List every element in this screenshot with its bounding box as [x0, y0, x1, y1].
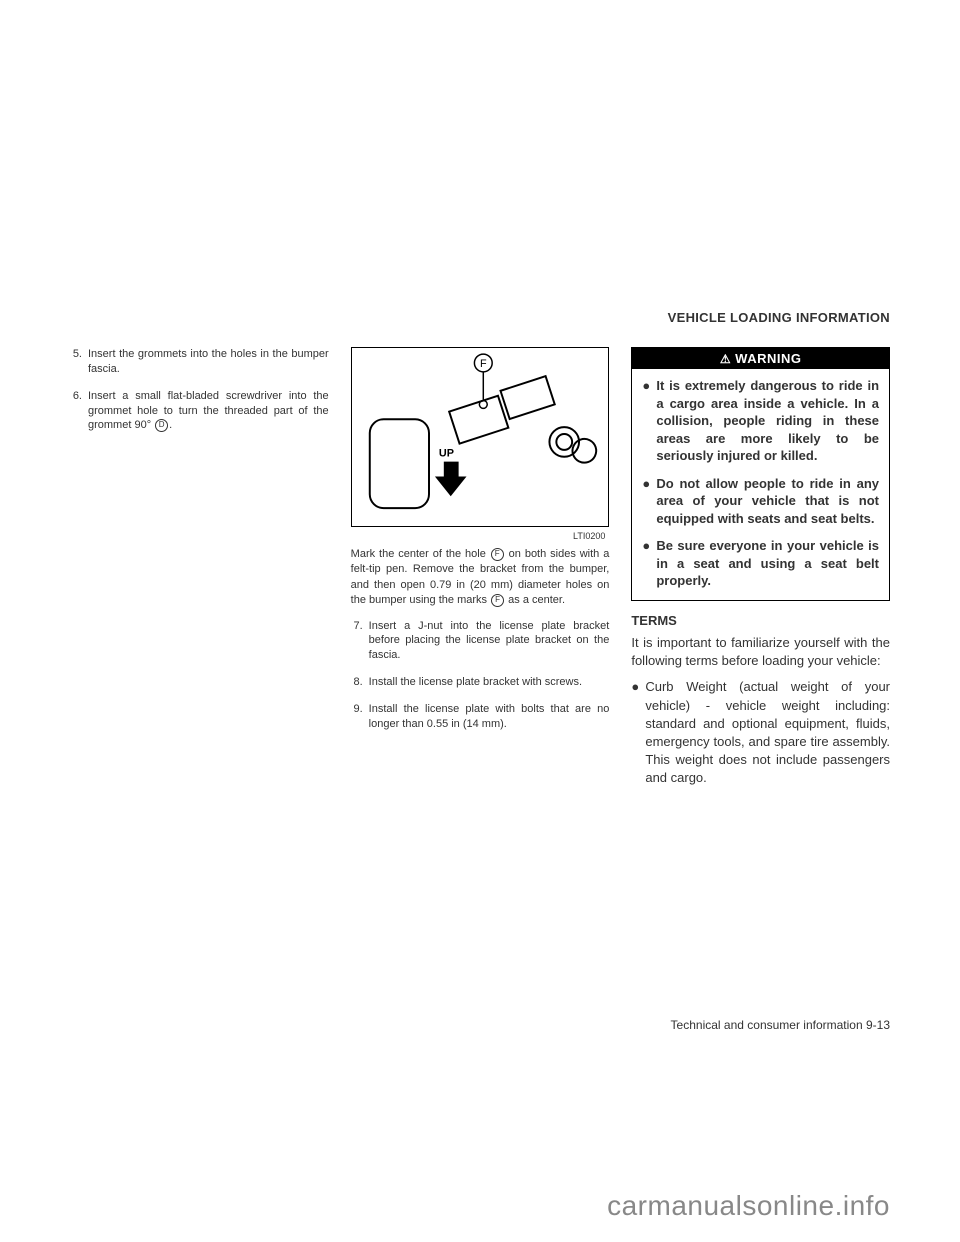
step-9: 9. Install the license plate with bolts …: [351, 702, 610, 732]
step-text: Install the license plate with bolts tha…: [369, 702, 610, 732]
figure-svg: F UP: [352, 348, 609, 526]
bracket-figure: F UP: [351, 347, 610, 527]
warning-icon: ⚠: [720, 352, 731, 366]
ref-circle-d: D: [155, 419, 168, 432]
step-number: 9.: [351, 702, 369, 732]
step-number: 6.: [70, 389, 88, 434]
column-3: ⚠WARNING ●It is extremely dangerous to r…: [631, 347, 890, 796]
bullet-icon: ●: [642, 537, 656, 590]
caption-post: as a center.: [508, 594, 565, 606]
terms-heading: TERMS: [631, 613, 890, 628]
section-header: VEHICLE LOADING INFORMATION: [70, 310, 890, 325]
step-text: Insert a J-nut into the license plate br…: [369, 619, 610, 664]
bullet-icon: ●: [631, 678, 645, 787]
figure-caption: Mark the center of the hole F on both si…: [351, 547, 610, 609]
content-columns: 5. Insert the grommets into the holes in…: [70, 347, 890, 796]
warning-header: ⚠ WARNING: [632, 348, 889, 369]
step-6: 6. Insert a small flat-bladed screwdrive…: [70, 389, 329, 434]
step-text: Install the license plate bracket with s…: [369, 675, 610, 690]
ref-circle-f: F: [491, 594, 504, 607]
step-7: 7. Insert a J-nut into the license plate…: [351, 619, 610, 664]
step-8: 8. Install the license plate bracket wit…: [351, 675, 610, 690]
terms-list: ●Curb Weight (actual weight of your vehi…: [631, 678, 890, 787]
column-2: F UP LTI0200 Mark the center of the hole…: [351, 347, 610, 796]
warning-label: WARNING: [735, 351, 801, 366]
step-number: 7.: [351, 619, 369, 664]
caption-pre: Mark the center of the hole: [351, 548, 486, 560]
terms-item: ●Curb Weight (actual weight of your vehi…: [631, 678, 890, 787]
step-text: Insert the grommets into the holes in th…: [88, 347, 329, 377]
warning-box: ⚠WARNING ●It is extremely dangerous to r…: [631, 347, 890, 601]
up-label: UP: [439, 448, 454, 460]
watermark: carmanualsonline.info: [607, 1190, 890, 1222]
terms-intro: It is important to familiarize yourself …: [631, 634, 890, 670]
terms-text: Curb Weight (actual weight of your vehic…: [645, 678, 890, 787]
column-1: 5. Insert the grommets into the holes in…: [70, 347, 329, 796]
page-footer: Technical and consumer information 9-13: [671, 1018, 890, 1032]
step-number: 5.: [70, 347, 88, 377]
warning-body: ●It is extremely dangerous to ride in a …: [632, 369, 889, 600]
f-label: F: [480, 358, 487, 370]
bullet-icon: ●: [642, 475, 656, 528]
warning-item: ●Be sure everyone in your vehicle is in …: [642, 537, 879, 590]
ref-circle-f: F: [491, 548, 504, 561]
warning-item: ●It is extremely dangerous to ride in a …: [642, 377, 879, 465]
warning-text: Be sure everyone in your vehicle is in a…: [656, 537, 879, 590]
warning-item: ●Do not allow people to ride in any area…: [642, 475, 879, 528]
step-text-part: Insert a small flat-bladed screwdriver i…: [88, 390, 329, 432]
step-5: 5. Insert the grommets into the holes in…: [70, 347, 329, 377]
warning-text: It is extremely dangerous to ride in a c…: [656, 377, 879, 465]
bullet-icon: ●: [642, 377, 656, 465]
warning-text: Do not allow people to ride in any area …: [656, 475, 879, 528]
step-number: 8.: [351, 675, 369, 690]
figure-code: LTI0200: [351, 531, 610, 541]
step-text: Insert a small flat-bladed screwdriver i…: [88, 389, 329, 434]
